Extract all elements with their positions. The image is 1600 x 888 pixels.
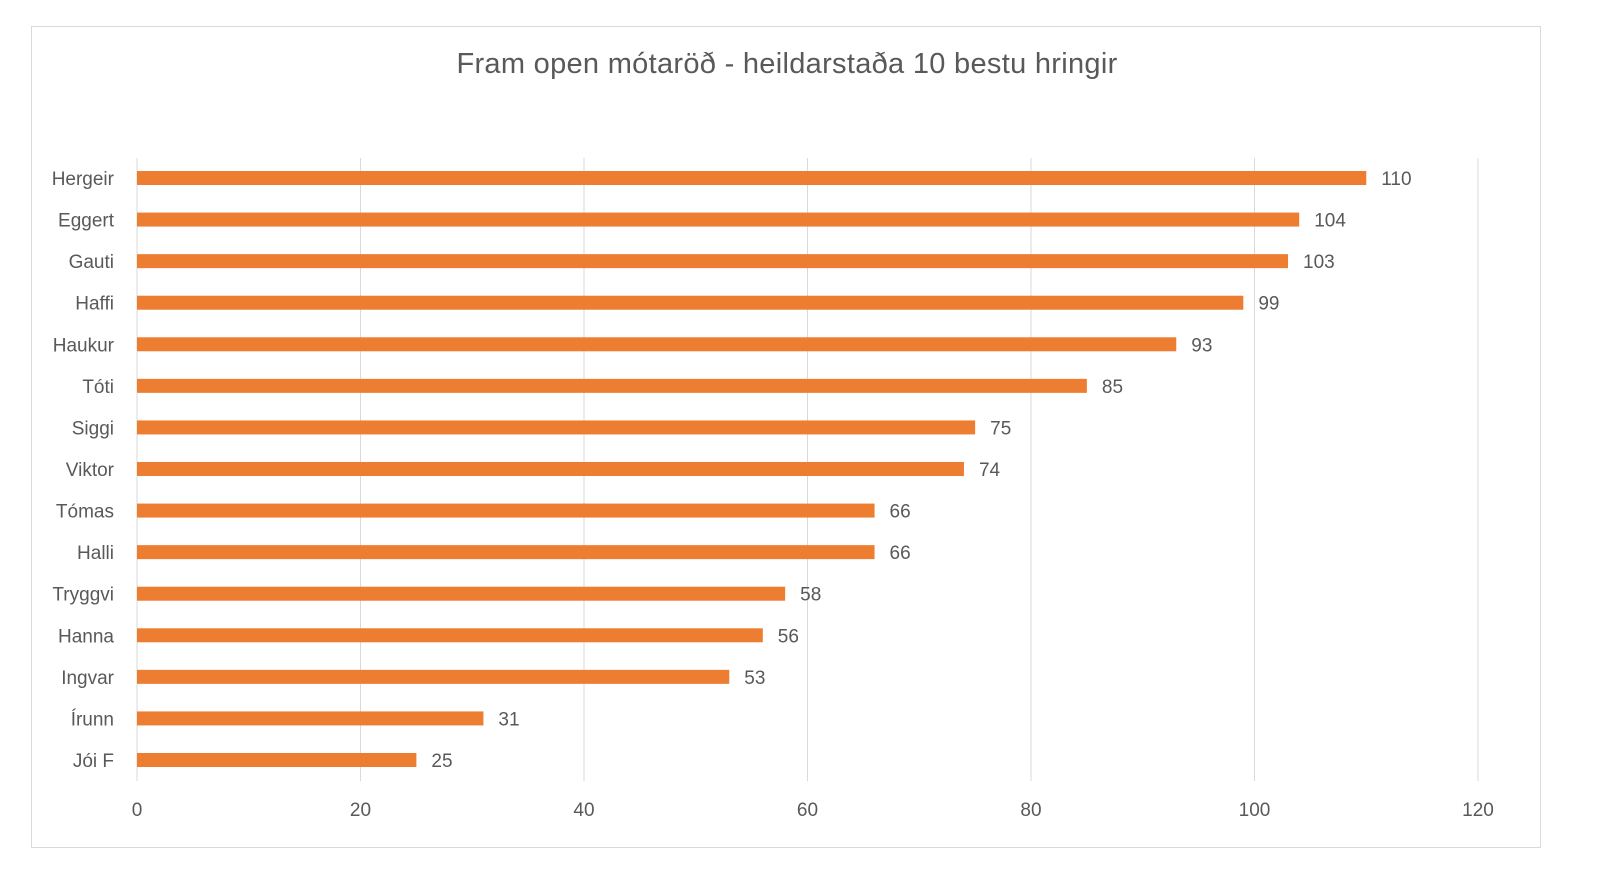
category-label: Hergeir [52,169,115,190]
bar-8 [137,503,875,518]
category-label: Haffi [75,294,114,315]
x-tick-label: 120 [1462,800,1494,821]
value-label: 31 [498,709,519,730]
value-label: 103 [1303,252,1335,273]
value-label: 53 [744,668,765,689]
value-label: 85 [1102,377,1123,398]
bar-9 [137,545,875,560]
x-tick-label: 80 [1020,800,1041,821]
value-label: 66 [890,543,911,564]
category-label: Viktor [66,460,115,481]
category-label: Ingvar [61,668,114,689]
bar-0 [137,171,1367,185]
bar-11 [137,628,763,643]
bar-12 [137,669,730,684]
x-tick-label: 60 [797,800,818,821]
bar-14 [137,753,417,767]
bar-13 [137,711,484,726]
category-label: Siggi [72,418,114,439]
chart-title: Fram open mótaröð - heildarstaða 10 best… [456,48,1118,80]
bar-6 [137,420,976,435]
category-label: Halli [77,543,114,564]
value-label: 25 [431,751,452,772]
chart-frame [31,26,1541,848]
category-label: Tryggvi [52,585,114,606]
x-tick-label: 20 [350,800,371,821]
category-label: Írunn [71,709,114,730]
bar-4 [137,337,1177,352]
bar-7 [137,462,964,476]
x-tick-label: 100 [1239,800,1271,821]
category-label: Haukur [53,335,115,356]
value-label: 110 [1381,169,1411,190]
x-axis-ticks: 0 20 40 60 80 100 120 [132,800,1494,821]
value-label: 56 [778,626,799,647]
x-tick-label: 40 [573,800,594,821]
value-label: 58 [800,585,821,606]
bar-10 [137,586,786,601]
category-label: Eggert [58,211,115,232]
bar-1 [137,212,1300,227]
value-label: 74 [979,460,1001,481]
value-label: 104 [1314,211,1346,232]
bars [137,171,1367,767]
category-label: Tóti [82,377,114,398]
value-label: 75 [990,418,1011,439]
value-label: 99 [1258,294,1279,315]
category-labels: Hergeir Eggert Gauti Haffi Haukur Tóti Siggi Vi… [52,169,115,772]
bar-2 [137,254,1289,269]
bar-5 [137,378,1087,393]
value-label: 66 [890,502,911,523]
bar-3 [137,295,1244,310]
category-label: Gauti [69,252,114,273]
x-tick-label: 0 [132,800,143,821]
category-label: Jói F [73,751,114,772]
category-label: Tómas [56,502,114,523]
category-label: Hanna [58,626,114,647]
value-label: 93 [1191,335,1212,356]
